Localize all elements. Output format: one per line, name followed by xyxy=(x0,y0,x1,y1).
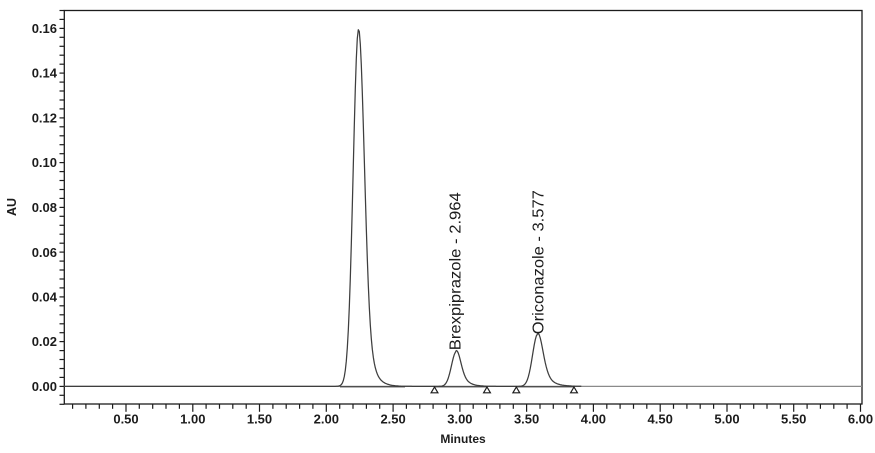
svg-text:4.50: 4.50 xyxy=(648,412,673,427)
svg-text:0.12: 0.12 xyxy=(32,111,57,126)
svg-text:0.16: 0.16 xyxy=(32,21,57,36)
svg-text:AU: AU xyxy=(5,198,19,216)
svg-text:2.50: 2.50 xyxy=(380,412,405,427)
svg-text:0.14: 0.14 xyxy=(32,66,58,81)
svg-text:0.08: 0.08 xyxy=(32,200,57,215)
svg-text:0.10: 0.10 xyxy=(32,155,57,170)
svg-text:2.00: 2.00 xyxy=(314,412,339,427)
svg-text:Minutes: Minutes xyxy=(440,432,486,446)
svg-text:5.00: 5.00 xyxy=(714,412,739,427)
svg-text:0.02: 0.02 xyxy=(32,334,57,349)
svg-text:1.00: 1.00 xyxy=(180,412,205,427)
svg-text:0.00: 0.00 xyxy=(32,379,57,394)
svg-text:0.50: 0.50 xyxy=(113,412,138,427)
svg-text:Brexpiprazole - 2.964: Brexpiprazole - 2.964 xyxy=(448,192,465,350)
svg-text:0.06: 0.06 xyxy=(32,245,57,260)
svg-text:1.50: 1.50 xyxy=(247,412,272,427)
svg-text:3.00: 3.00 xyxy=(447,412,472,427)
svg-text:0.04: 0.04 xyxy=(32,290,58,305)
svg-text:3.50: 3.50 xyxy=(514,412,539,427)
svg-text:5.50: 5.50 xyxy=(781,412,806,427)
svg-text:4.00: 4.00 xyxy=(581,412,606,427)
svg-text:6.00: 6.00 xyxy=(848,412,873,427)
svg-text:Oriconazole - 3.577: Oriconazole - 3.577 xyxy=(530,190,547,334)
